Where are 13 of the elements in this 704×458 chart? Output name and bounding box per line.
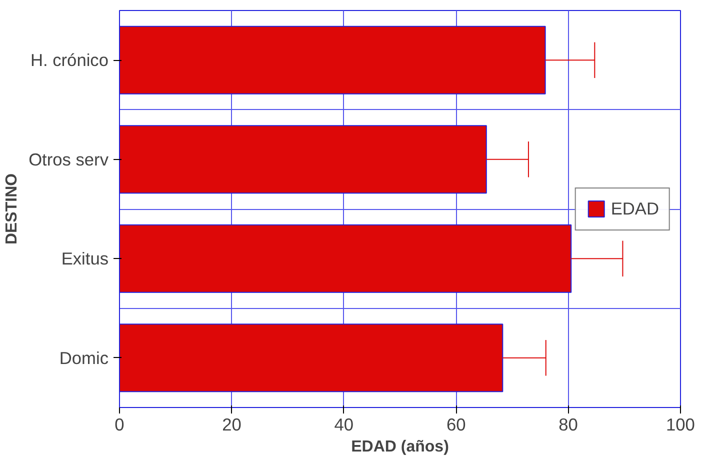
y-tick-label: Exitus — [61, 248, 109, 269]
y-axis-title: DESTINO — [4, 173, 21, 245]
x-tick-label: 0 — [114, 414, 124, 434]
x-tick-label: 60 — [446, 414, 466, 434]
y-tick-label: Otros serv — [28, 149, 109, 170]
x-axis-title: EDAD (años) — [351, 438, 449, 456]
x-tick-label: 40 — [334, 414, 354, 434]
y-tick-label: Domic — [59, 348, 109, 368]
x-tick-label: 100 — [666, 414, 695, 434]
x-tick-label: 80 — [558, 414, 578, 434]
x-tick-label: 20 — [222, 414, 242, 434]
legend-label: EDAD — [610, 198, 659, 219]
y-tick-label: H. crónico — [30, 50, 109, 70]
